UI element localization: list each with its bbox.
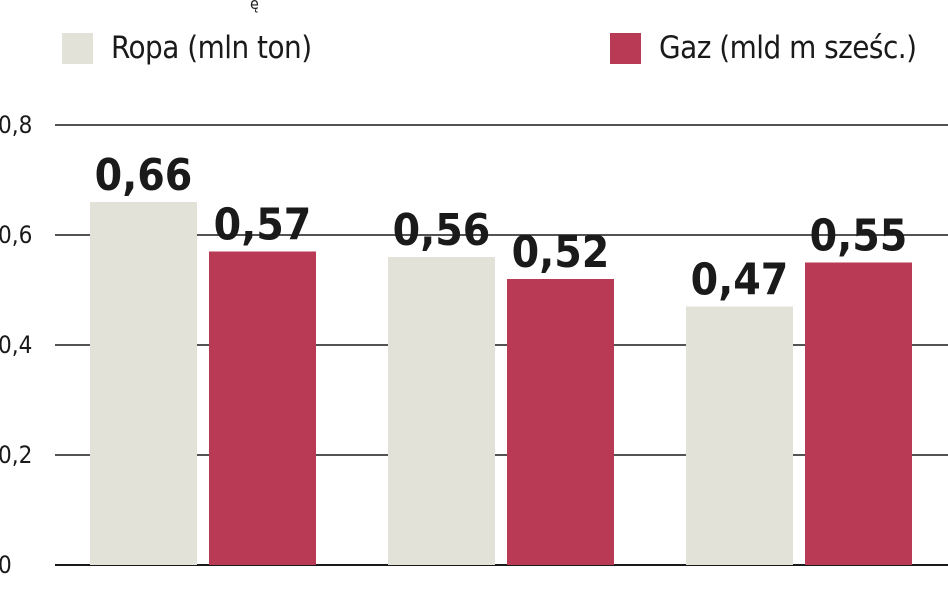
- bar-gas: [507, 279, 614, 565]
- bar-oil: [686, 306, 793, 565]
- legend-swatch-gas: [610, 32, 641, 64]
- bar-value-label: 0,57: [214, 200, 312, 251]
- y-tick-label: 0,4: [0, 331, 32, 359]
- bar-value-label: 0,52: [512, 227, 610, 278]
- y-tick-label: 0,2: [0, 441, 32, 469]
- legend-swatch-oil: [62, 32, 93, 64]
- bar-oil: [90, 202, 197, 565]
- bar-value-label: 0,55: [810, 211, 908, 262]
- bar-gas: [209, 251, 316, 565]
- bar-value-label: 0,66: [95, 150, 193, 201]
- top-cut-text-fragment: ę: [250, 0, 259, 13]
- bar-oil: [388, 257, 495, 565]
- legend-item-oil: Ropa (mln ton): [62, 30, 312, 66]
- bar-value-label: 0,56: [393, 205, 491, 256]
- bar-gas: [805, 262, 912, 565]
- legend-item-gas: Gaz (mld m sześc.): [610, 30, 917, 66]
- y-tick-label: 0: [0, 551, 12, 579]
- bar-value-label: 0,47: [691, 255, 789, 306]
- y-tick-label: 0,6: [0, 221, 32, 249]
- legend-label-gas: Gaz (mld m sześc.): [659, 30, 917, 66]
- legend-label-oil: Ropa (mln ton): [111, 30, 312, 66]
- y-tick-label: 0,8: [0, 111, 32, 139]
